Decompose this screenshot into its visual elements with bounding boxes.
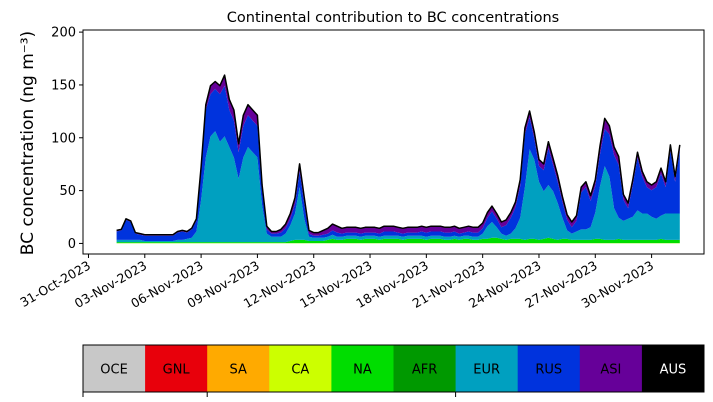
- legend-swatch-afr: [393, 345, 457, 392]
- legend-swatch-sa: [207, 345, 270, 392]
- total-line: [116, 74, 681, 236]
- y-tick-label: 100: [51, 131, 76, 146]
- legend-label-rus: RUS: [535, 363, 562, 378]
- area-eur: [116, 131, 680, 243]
- legend-label-gnl: GNL: [163, 363, 191, 378]
- legend-swatch-aus: [641, 345, 705, 392]
- chart-title: Continental contribution to BC concentra…: [227, 10, 559, 26]
- legend-label-aus: AUS: [660, 363, 687, 378]
- legend: OCE GNL SA CA NA AFR EUR RUS ASI AUS: [82, 344, 705, 397]
- legend-swatch-gnl: [145, 345, 208, 392]
- legend-label-asi: ASI: [600, 363, 621, 378]
- legend-swatch-oce: [83, 345, 146, 392]
- legend-label-eur: EUR: [473, 363, 500, 378]
- y-tick-label: 150: [51, 78, 76, 93]
- plot-frame: [82, 29, 705, 255]
- plot-area: [116, 74, 681, 244]
- y-axis-label: BC concentration (ng m⁻³): [18, 31, 38, 255]
- legend-label-afr: AFR: [412, 363, 437, 378]
- legend-swatch-rus: [517, 345, 581, 392]
- area-na: [116, 237, 680, 244]
- legend-swatch-na: [331, 345, 394, 392]
- legend-frame: [82, 344, 705, 393]
- legend-label-na: NA: [353, 363, 372, 378]
- y-tick-label: 50: [59, 184, 76, 199]
- legend-swatch-ca: [269, 345, 332, 392]
- legend-label-oce: OCE: [100, 363, 128, 378]
- legend-swatch-asi: [579, 345, 643, 392]
- legend-label-sa: SA: [230, 363, 247, 378]
- legend-swatch-eur: [455, 345, 519, 392]
- y-tick-label: 0: [68, 237, 76, 252]
- legend-label-ca: CA: [291, 363, 309, 378]
- y-tick-label: 200: [51, 26, 76, 41]
